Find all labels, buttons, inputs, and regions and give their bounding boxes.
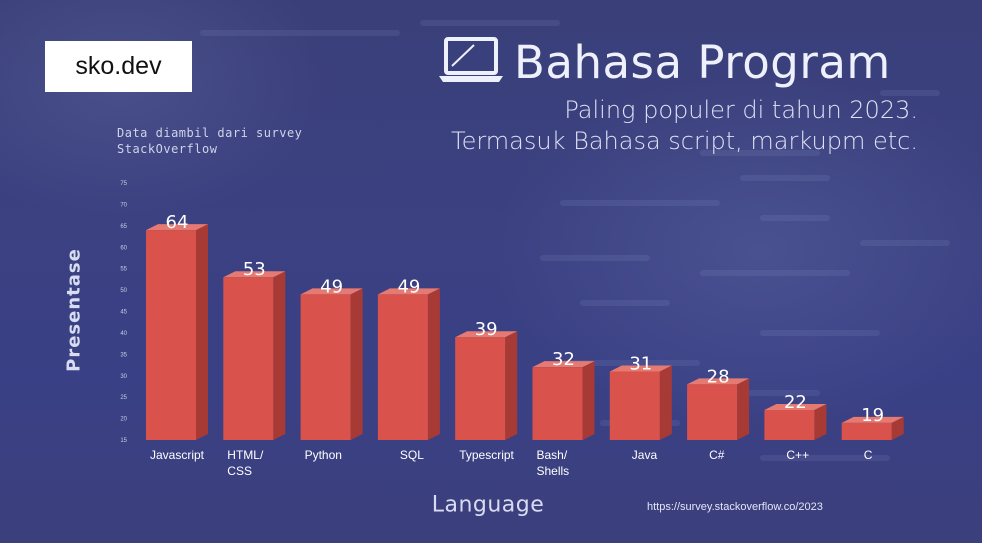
data-label: 31 (629, 353, 652, 374)
data-source-note: Data diambil dari survey StackOverflow (117, 125, 302, 157)
x-tick-label: C (864, 448, 873, 462)
y-tick-label: 15 (120, 438, 127, 444)
x-tick-label: Javascript (150, 448, 205, 462)
bar (687, 384, 738, 440)
bar (532, 367, 583, 440)
y-tick-label: 25 (120, 395, 127, 401)
source-url: https://survey.stackoverflow.co/2023 (647, 501, 823, 513)
bar (764, 410, 815, 440)
x-axis-label: Language (431, 492, 545, 518)
note-line-2: StackOverflow (117, 142, 218, 156)
bar (609, 371, 660, 440)
brand-logo: sko.dev (45, 41, 192, 92)
bar-side (505, 331, 518, 440)
data-label: 19 (861, 405, 884, 426)
chart-title-group: Bahasa Program (438, 32, 891, 92)
y-tick-label: 20 (120, 417, 127, 423)
bar (841, 422, 892, 440)
bar-top (146, 224, 208, 231)
y-tick-label: 70 (120, 202, 127, 208)
bar-side (427, 288, 440, 440)
bar (146, 230, 196, 440)
y-tick-label: 40 (120, 331, 127, 337)
subtitle-line-1: Paling populer di tahun 2023. (564, 96, 918, 124)
x-tick-label: Bash/ (537, 448, 568, 462)
bar (223, 277, 274, 440)
y-tick-label: 50 (120, 288, 127, 294)
x-tick-label: C# (709, 448, 725, 462)
y-tick-label: 75 (120, 181, 127, 187)
data-label: 28 (707, 366, 730, 387)
y-tick-label: 60 (120, 245, 127, 251)
y-tick-label: 45 (120, 310, 127, 316)
x-tick-label: Typescript (459, 448, 514, 462)
data-label: 39 (475, 319, 498, 340)
bar-side (273, 271, 286, 440)
data-label: 64 (166, 212, 189, 233)
data-label: 49 (320, 276, 343, 297)
data-label: 53 (243, 259, 266, 280)
bar-top (223, 271, 286, 278)
bar-top (687, 378, 750, 385)
bar-top (300, 288, 363, 295)
bar-side (891, 416, 904, 440)
subtitle-line-2: Termasuk Bahasa script, markupm etc. (450, 127, 918, 155)
bar-side (196, 224, 208, 440)
x-tick-label: Python (305, 448, 342, 462)
x-tick-label: SQL (400, 448, 424, 462)
bar-top (841, 416, 904, 423)
y-tick-label: 55 (120, 267, 127, 273)
y-tick-label: 65 (120, 224, 127, 230)
bar-top (532, 361, 595, 368)
bar-top (455, 331, 518, 338)
bar (300, 294, 351, 440)
x-tick-label: Java (632, 448, 658, 462)
brand-text: sko.dev (75, 52, 162, 80)
x-tick-label: CSS (227, 464, 252, 478)
bar-side (814, 404, 827, 440)
data-label: 32 (552, 349, 575, 370)
bar (455, 337, 506, 440)
note-line-1: Data diambil dari survey (117, 126, 303, 140)
y-tick-label: 30 (120, 374, 127, 380)
bar-top (377, 288, 440, 295)
bar-side (737, 378, 750, 440)
x-tick-label: HTML/ (227, 448, 264, 462)
bar-top (609, 365, 672, 372)
bar-side (582, 361, 595, 440)
laptop-icon (438, 36, 504, 88)
y-tick-label: 35 (120, 352, 127, 358)
bar-side (350, 288, 363, 440)
chart-subtitle: Paling populer di tahun 2023. Termasuk B… (451, 95, 918, 157)
bar-top (764, 404, 827, 411)
chart-title: Bahasa Program (514, 35, 891, 89)
x-tick-label: C++ (786, 448, 809, 462)
data-label: 22 (784, 392, 807, 413)
bar (377, 294, 428, 440)
bar-side (659, 365, 672, 440)
data-label: 49 (397, 276, 420, 297)
x-tick-label: Shells (537, 464, 570, 478)
